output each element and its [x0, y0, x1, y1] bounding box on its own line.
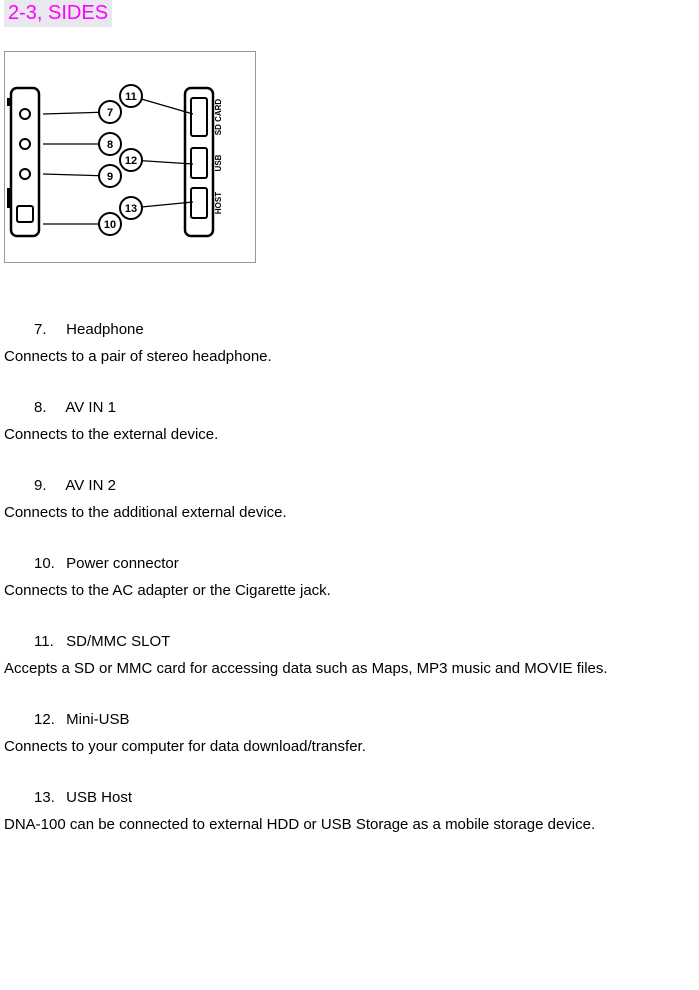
- item-title: SD/MMC SLOT: [66, 633, 170, 650]
- svg-text:USB: USB: [214, 154, 223, 171]
- item-title: Headphone: [66, 321, 144, 338]
- item-heading: 8. AV IN 1: [34, 397, 695, 418]
- item-number: 10.: [34, 553, 62, 574]
- item-description: DNA-100 can be connected to external HDD…: [4, 814, 695, 835]
- item-title: Power connector: [66, 555, 179, 572]
- item-heading: 9. AV IN 2: [34, 475, 695, 496]
- item-number: 12.: [34, 709, 62, 730]
- svg-text:13: 13: [125, 203, 137, 215]
- item-number: 8.: [34, 397, 62, 418]
- item-title: AV IN 1: [65, 399, 116, 416]
- svg-text:SD CARD: SD CARD: [214, 99, 223, 136]
- item-heading: 10. Power connector: [34, 553, 695, 574]
- item-heading: 13. USB Host: [34, 787, 695, 808]
- svg-text:8: 8: [107, 139, 113, 151]
- svg-text:10: 10: [104, 219, 116, 231]
- device-diagram: SD CARD USB HOST 7 11 8 12 9 13 10: [4, 51, 256, 263]
- item-description: Connects to the AC adapter or the Cigare…: [4, 580, 695, 601]
- item-title: USB Host: [66, 789, 132, 806]
- svg-text:7: 7: [107, 107, 113, 119]
- item-number: 11.: [34, 631, 62, 652]
- section-title: 2-3, SIDES: [4, 0, 112, 27]
- item-heading: 12. Mini-USB: [34, 709, 695, 730]
- item-heading: 11. SD/MMC SLOT: [34, 631, 695, 652]
- svg-text:12: 12: [125, 155, 137, 167]
- item-title: Mini-USB: [66, 711, 129, 728]
- item-description: Connects to a pair of stereo headphone.: [4, 346, 695, 367]
- item-description: Connects to the external device.: [4, 424, 695, 445]
- item-number: 7.: [34, 319, 62, 340]
- item-number: 13.: [34, 787, 62, 808]
- item-number: 9.: [34, 475, 62, 496]
- item-description: Accepts a SD or MMC card for accessing d…: [4, 658, 695, 679]
- svg-text:HOST: HOST: [214, 192, 223, 214]
- svg-text:9: 9: [107, 171, 113, 183]
- item-heading: 7. Headphone: [34, 319, 695, 340]
- item-description: Connects to the additional external devi…: [4, 502, 695, 523]
- item-description: Connects to your computer for data downl…: [4, 736, 695, 757]
- svg-text:11: 11: [125, 91, 137, 103]
- item-title: AV IN 2: [65, 477, 116, 494]
